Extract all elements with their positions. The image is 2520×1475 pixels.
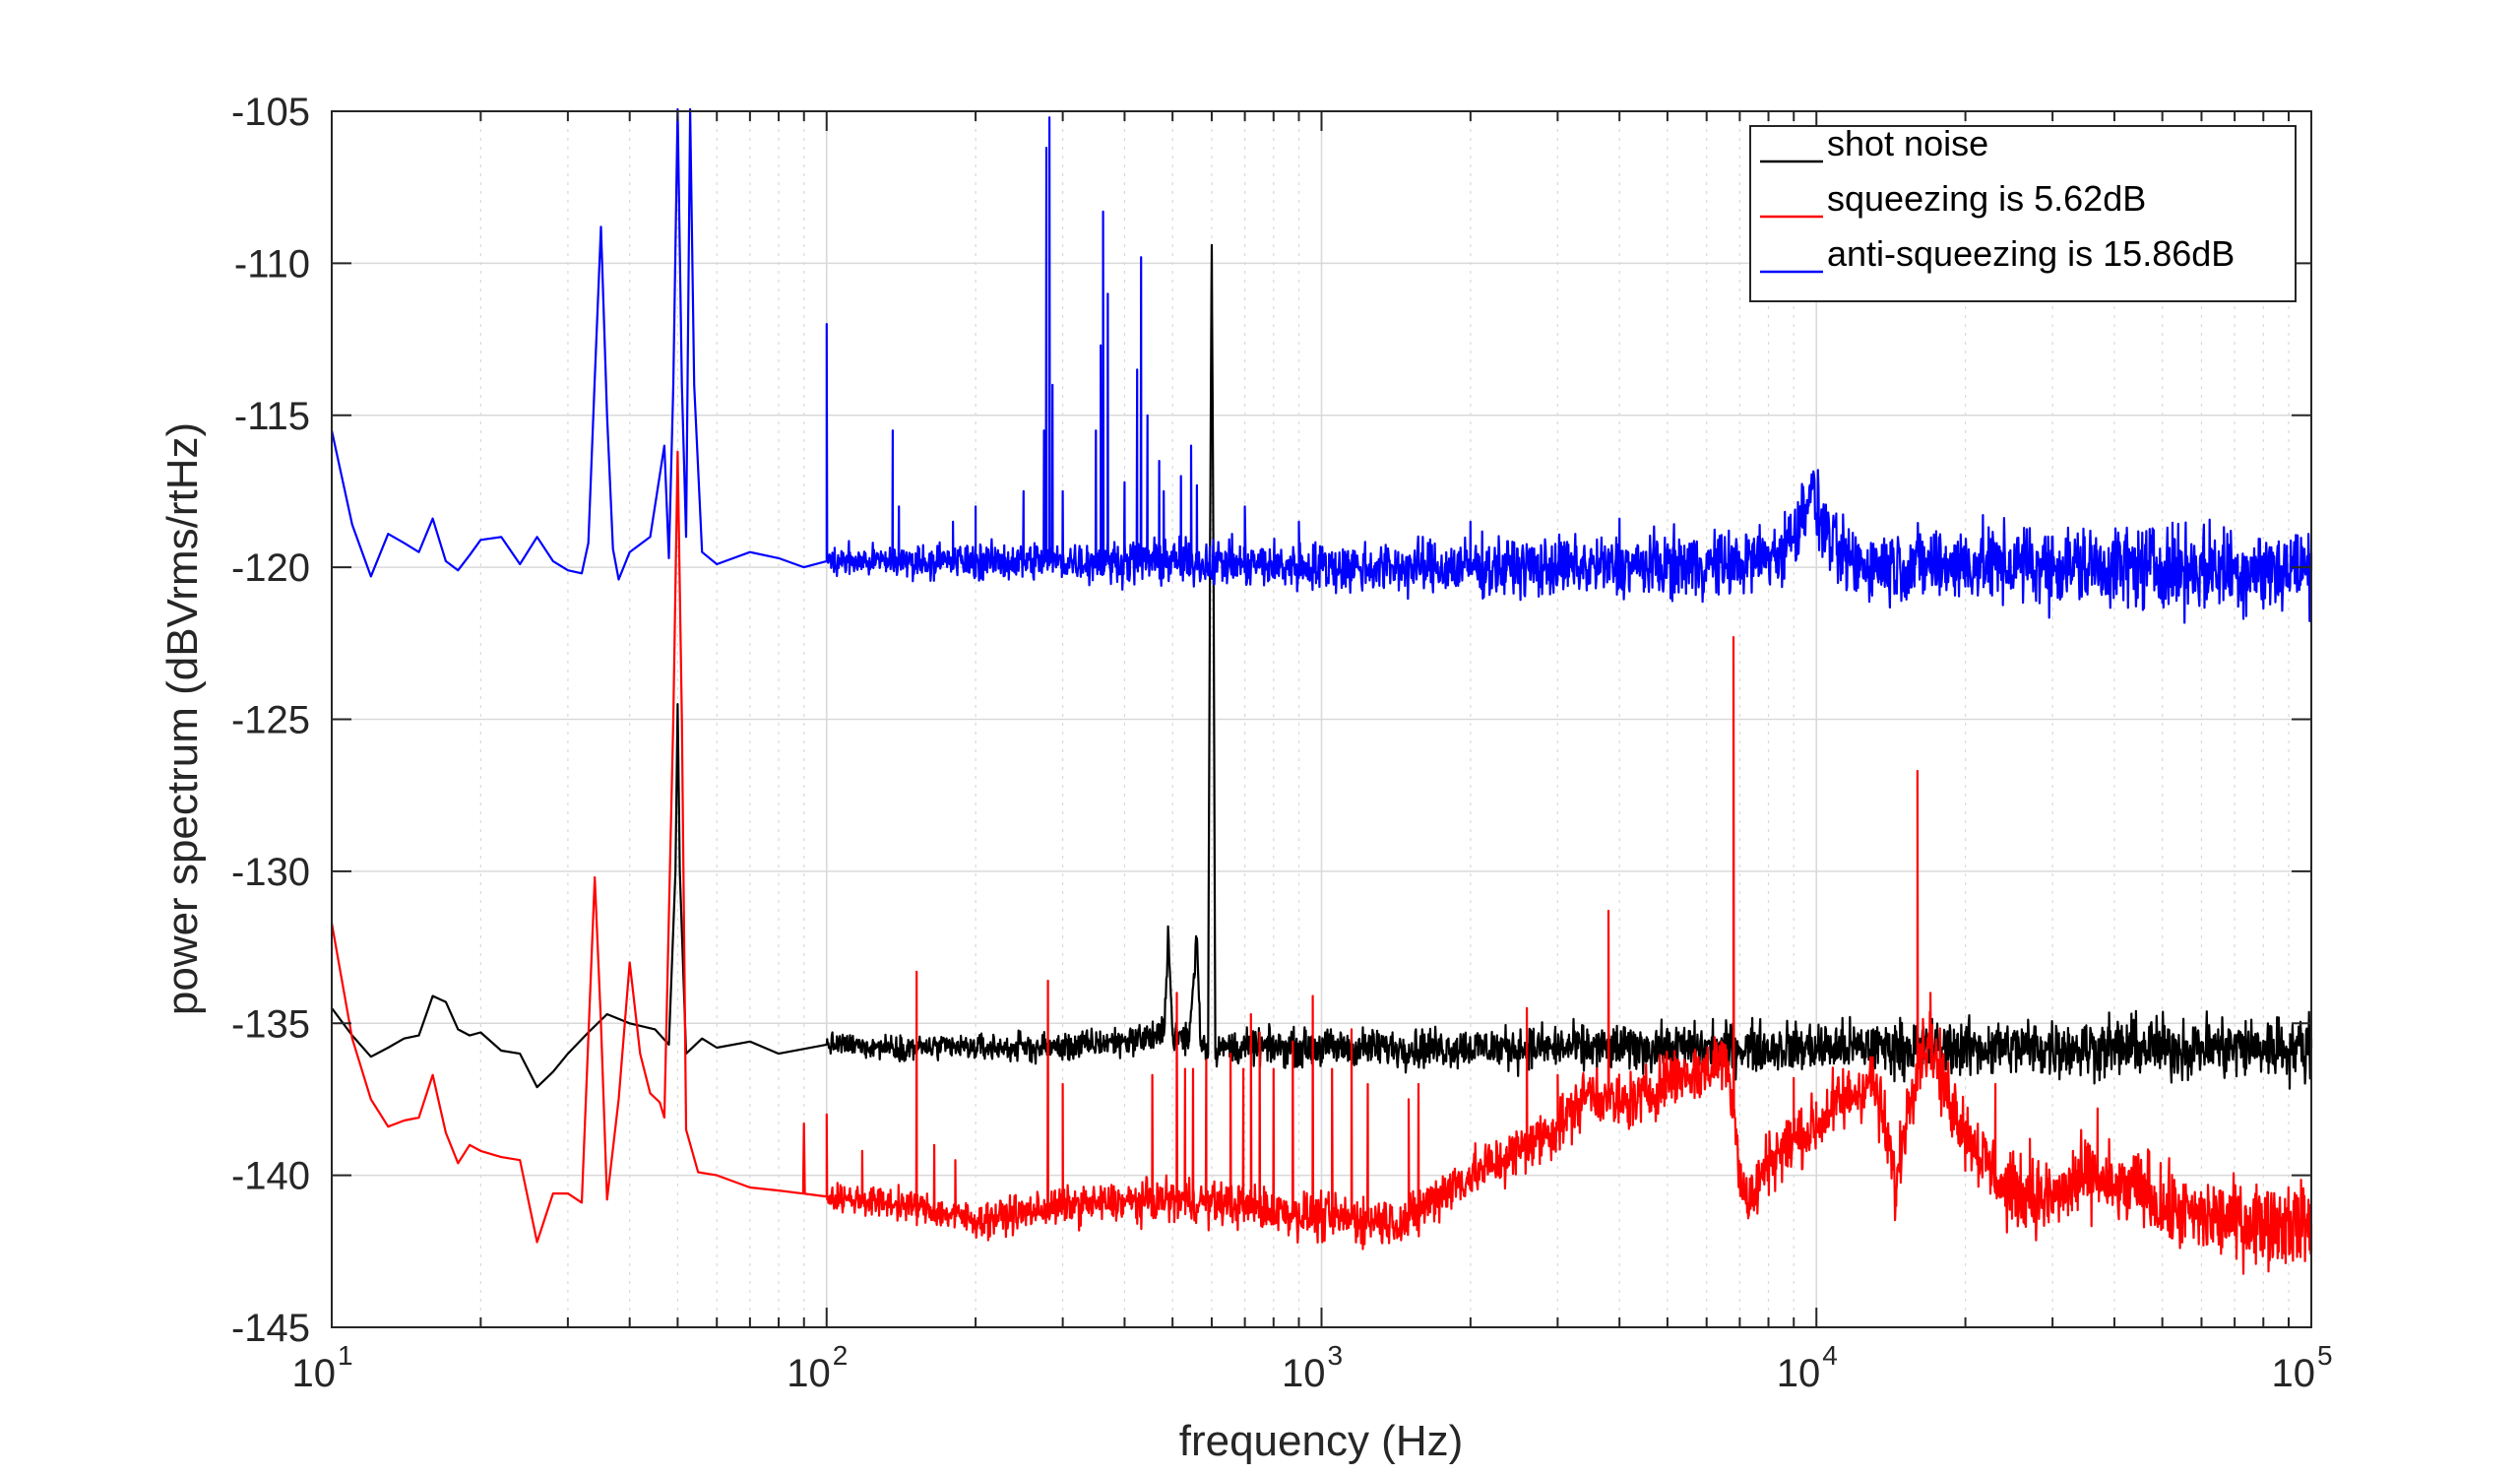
x-tick-label: 10 2 (787, 1340, 848, 1395)
y-tick-label: -120 (231, 546, 310, 590)
legend-box (1749, 125, 2297, 302)
series-line-1 (330, 450, 2313, 1275)
legend-label: squeezing is 5.62dB (1827, 178, 2146, 219)
x-tick-label-exponent: 5 (2317, 1340, 2333, 1371)
y-tick-label: -125 (231, 699, 310, 742)
y-tick-label: -135 (231, 1002, 310, 1046)
x-tick-labels: 10 1 10 2 10 3 10 4 10 5 (292, 1340, 2333, 1395)
x-tick-label: 10 5 (2272, 1340, 2333, 1395)
x-tick-label: 10 4 (1777, 1340, 1838, 1395)
x-axis-title: frequency (Hz) (1179, 1417, 1464, 1465)
x-tick-label-exponent: 1 (338, 1340, 353, 1371)
x-tick-label-exponent: 4 (1822, 1340, 1838, 1371)
x-tick-label-base: 10 (2272, 1352, 2316, 1395)
series-line-0 (331, 243, 2313, 1090)
y-tick-labels: -105 -110 -115 -120 -125 -130 -135 -140 -145 (231, 91, 310, 1350)
legend-label: anti-squeezing is 15.86dB (1827, 233, 2235, 274)
legend: shot noise squeezing is 5.62dB anti-squeez… (1749, 123, 2297, 302)
tick-marks (331, 110, 2312, 1328)
y-tick-label: -110 (234, 242, 310, 286)
x-tick-label: 10 3 (1282, 1340, 1343, 1395)
x-tick-label-base: 10 (1282, 1352, 1326, 1395)
y-tick-label: -130 (231, 851, 310, 894)
x-tick-label-exponent: 2 (833, 1340, 849, 1371)
x-tick-label-base: 10 (292, 1352, 337, 1395)
x-tick-label-base: 10 (1777, 1352, 1821, 1395)
legend-label: shot noise (1827, 123, 1988, 163)
y-tick-label: -115 (234, 395, 310, 438)
y-axis-title: power spectrum (dBVrms/rtHz) (158, 422, 207, 1015)
x-tick-label-exponent: 3 (1328, 1340, 1344, 1371)
y-tick-label: -105 (231, 91, 310, 134)
y-tick-label: -145 (231, 1307, 310, 1350)
y-tick-label: -140 (231, 1155, 310, 1198)
x-tick-label: 10 1 (292, 1340, 353, 1395)
series-layer (330, 107, 2313, 1275)
series-line-2 (330, 107, 2313, 624)
x-tick-label-base: 10 (787, 1352, 831, 1395)
